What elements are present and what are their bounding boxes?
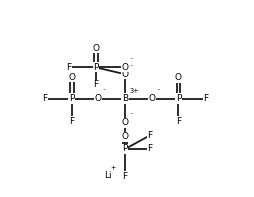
Text: O: O [92,44,99,53]
Text: P: P [69,94,74,103]
Text: F: F [93,80,99,89]
Text: ⁻: ⁻ [129,64,133,70]
Text: O: O [175,73,182,82]
Text: F: F [66,63,71,72]
Text: O: O [95,94,102,103]
Text: ⁻: ⁻ [156,88,160,94]
Text: P: P [93,63,99,72]
Text: F: F [42,94,47,103]
Text: 3+: 3+ [129,88,139,94]
Text: P: P [122,144,128,153]
Text: ⁻: ⁻ [103,88,106,94]
Text: Li: Li [104,171,112,180]
Text: F: F [122,172,128,181]
Text: ⁻: ⁻ [129,57,133,63]
Text: F: F [147,131,152,140]
Text: F: F [203,94,208,103]
Text: ⁻: ⁻ [129,112,133,119]
Text: O: O [148,94,155,103]
Text: O: O [122,63,129,72]
Text: P: P [176,94,181,103]
Text: F: F [147,144,152,153]
Text: O: O [122,118,129,127]
Text: B: B [122,94,128,103]
Text: F: F [69,117,74,126]
Text: O: O [122,70,129,79]
Text: O: O [122,132,129,141]
Text: O: O [68,73,75,82]
Text: F: F [176,117,181,126]
Text: +: + [111,165,116,171]
